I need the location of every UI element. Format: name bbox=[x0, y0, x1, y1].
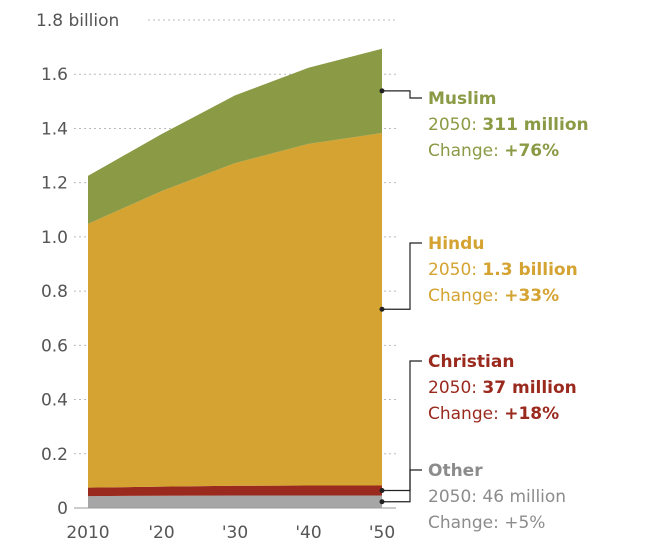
series-label-change-line: Change: +76% bbox=[428, 141, 559, 161]
series-change-prefix: Change: bbox=[428, 404, 504, 424]
series-value-prefix: 2050: bbox=[428, 487, 482, 507]
y-tick-label: 0 bbox=[57, 499, 68, 519]
series-label-change-line: Change: +33% bbox=[428, 286, 559, 306]
area-hindu bbox=[88, 133, 382, 488]
series-label-value-line: 2050: 1.3 billion bbox=[428, 260, 578, 280]
y-tick-label: 1.6 bbox=[41, 65, 68, 85]
y-axis-ticks: 0 0.2 0.4 0.6 0.8 1.0 1.2 1.4 1.6 1.8 billion bbox=[36, 11, 119, 519]
y-tick-label: 0.6 bbox=[41, 336, 68, 356]
series-label-change-line: Change: +5% bbox=[428, 513, 545, 533]
y-tick-label: 0.2 bbox=[41, 445, 68, 465]
series-leader-line bbox=[382, 90, 422, 99]
x-axis-ticks: 2010 '20 '30 '40 '50 bbox=[66, 523, 395, 543]
series-change: +33% bbox=[504, 286, 559, 306]
series-label-name: Other bbox=[428, 461, 483, 481]
series-leader-line bbox=[382, 469, 422, 503]
series-value: 1.3 billion bbox=[482, 260, 577, 280]
series-label-name: Muslim bbox=[428, 89, 497, 109]
series-label-name: Hindu bbox=[428, 234, 484, 254]
x-tick-label: '30 bbox=[222, 523, 248, 543]
y-tick-label: 1.0 bbox=[41, 228, 68, 248]
x-tick-label: '40 bbox=[295, 523, 321, 543]
x-tick-label: '50 bbox=[369, 523, 395, 543]
series-leader-line bbox=[382, 242, 422, 310]
y-tick-label: 0.8 bbox=[41, 282, 68, 302]
series-change-prefix: Change: bbox=[428, 141, 504, 161]
series-change-prefix: Change: bbox=[428, 513, 504, 533]
series-label-value-line: 2050: 311 million bbox=[428, 115, 589, 135]
series-label-value-line: 2050: 46 million bbox=[428, 487, 566, 507]
x-tick-label: '20 bbox=[148, 523, 174, 543]
area-series-group bbox=[74, 48, 396, 509]
series-value: 37 million bbox=[482, 378, 576, 398]
y-tick-label: 1.8 billion bbox=[36, 11, 119, 31]
area-muslim bbox=[88, 48, 382, 224]
series-value: 46 million bbox=[482, 487, 566, 507]
series-change: +18% bbox=[504, 404, 559, 424]
series-value: 311 million bbox=[482, 115, 588, 135]
y-tick-label: 1.2 bbox=[41, 174, 68, 194]
series-label-value-line: 2050: 37 million bbox=[428, 378, 577, 398]
series-labels: Other 2050: 46 million Change: +5% Christia… bbox=[379, 88, 589, 533]
series-change: +76% bbox=[504, 141, 559, 161]
series-change-prefix: Change: bbox=[428, 286, 504, 306]
series-label-name: Christian bbox=[428, 352, 514, 372]
series-value-prefix: 2050: bbox=[428, 115, 482, 135]
series-leader-line bbox=[382, 360, 422, 492]
series-value-prefix: 2050: bbox=[428, 378, 482, 398]
series-label-change-line: Change: +18% bbox=[428, 404, 559, 424]
y-tick-label: 1.4 bbox=[41, 119, 68, 139]
area-christian bbox=[88, 485, 382, 497]
area-other bbox=[88, 495, 382, 508]
series-change: +5% bbox=[504, 513, 545, 533]
series-value-prefix: 2050: bbox=[428, 260, 482, 280]
x-tick-label: 2010 bbox=[66, 523, 109, 543]
y-tick-label: 0.4 bbox=[41, 391, 68, 411]
